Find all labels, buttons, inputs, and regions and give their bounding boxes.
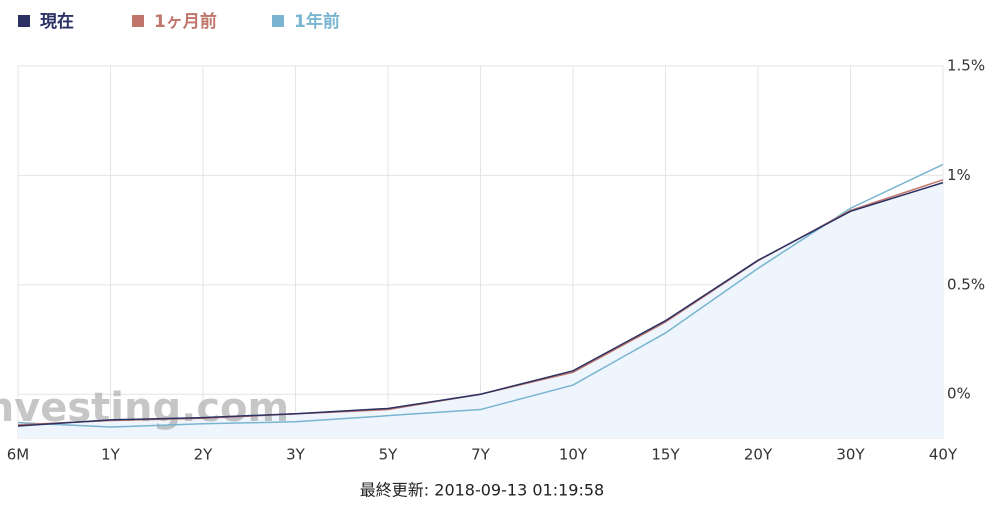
line	[17, 163, 944, 428]
x-tick-label: 15Y	[651, 446, 680, 464]
legend-swatch	[272, 15, 284, 27]
x-tick-label: 1Y	[101, 446, 121, 464]
line	[17, 181, 944, 427]
legend-label: 現在	[40, 11, 74, 32]
x-tick-label: 10Y	[559, 446, 588, 464]
x-tick-label: 20Y	[744, 446, 773, 464]
x-tick-label: 7Y	[471, 446, 491, 464]
area	[18, 182, 943, 438]
y-tick-label: 1%	[947, 166, 971, 184]
legend-swatch	[18, 15, 30, 27]
legend-label: 1年前	[294, 11, 340, 32]
y-tick-label: 0%	[947, 385, 971, 403]
y-tick-label: 0.5%	[947, 275, 985, 293]
x-tick-label: 30Y	[836, 446, 865, 464]
footer: 最終更新: 2018-09-13 01:19:58	[360, 481, 604, 500]
x-tick-label: 3Y	[286, 446, 306, 464]
x-tick-label: 6M	[7, 446, 30, 464]
legend-label: 1ヶ月前	[154, 11, 217, 32]
x-tick-label: 40Y	[929, 446, 958, 464]
legend-swatch	[132, 15, 144, 27]
y-tick-label: 1.5%	[947, 57, 985, 75]
x-tick-label: 5Y	[379, 446, 399, 464]
x-tick-label: 2Y	[194, 446, 214, 464]
